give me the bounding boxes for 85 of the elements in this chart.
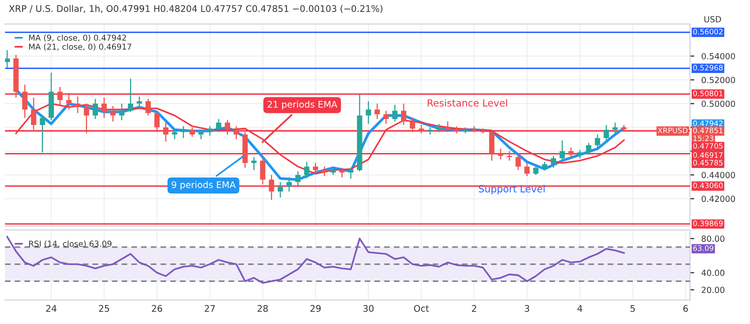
x-tick-label: 2: [472, 305, 476, 312]
candlestick: [207, 126, 212, 136]
candlestick: [586, 142, 592, 156]
candlestick: [533, 164, 538, 176]
candlestick: [612, 122, 618, 136]
y-tick-label: 40.00: [702, 270, 724, 276]
candlestick: [84, 103, 90, 134]
candlestick: [278, 181, 283, 198]
candlestick: [66, 92, 72, 110]
annotation: 9 periods EMA: [172, 181, 236, 190]
candlestick: [198, 129, 204, 140]
candlestick: [119, 103, 124, 121]
candlestick: [498, 148, 504, 160]
candlestick: [568, 147, 574, 159]
candlestick: [30, 97, 36, 130]
y-axis-title: USD: [704, 16, 722, 22]
candlestick: [154, 110, 160, 133]
candlestick: [234, 126, 239, 140]
legend-label: RSI (14, close) 63.09: [29, 240, 112, 248]
candlestick: [489, 129, 494, 162]
candlestick: [92, 98, 98, 120]
x-tick-label: 28: [258, 305, 268, 312]
x-tick-label: 24: [46, 305, 56, 312]
candlestick: [75, 96, 80, 114]
candlestick: [524, 162, 530, 177]
y-tick-label: 0.42000: [702, 196, 736, 202]
candlestick: [40, 114, 46, 153]
x-tick-label: 30: [363, 305, 374, 312]
annotation: Support Level: [478, 184, 545, 194]
y-tick-label: 0.50000: [702, 100, 736, 107]
x-tick-label: 6: [683, 305, 688, 312]
candlestick: [594, 134, 600, 148]
candlestick: [101, 97, 107, 118]
candlestick: [410, 117, 416, 133]
legend-label: MA (9, close, 0) 0.47942: [29, 34, 126, 42]
x-tick-label: 4: [577, 305, 582, 312]
candlestick: [445, 120, 450, 133]
x-tick-label: 26: [152, 305, 162, 312]
candlestick: [136, 96, 142, 110]
x-tick-label: Oct: [414, 305, 429, 312]
candlestick: [312, 162, 318, 174]
candlestick: [392, 104, 398, 122]
candlestick: [286, 176, 292, 192]
candlestick: [604, 124, 609, 141]
candlestick: [401, 103, 406, 126]
y-tick-label: 80.00: [702, 236, 724, 242]
y-tick-label: 0.52000: [702, 76, 736, 84]
y-tick-label: 0.54000: [702, 53, 736, 60]
annotation: Resistance Level: [428, 99, 508, 107]
candlestick: [560, 140, 565, 162]
candlestick: [163, 122, 168, 142]
candlestick: [5, 50, 10, 69]
candlestick: [216, 118, 222, 133]
candlestick: [366, 100, 372, 124]
candlestick: [190, 126, 195, 138]
candlestick: [128, 78, 134, 112]
x-tick-label: 25: [99, 305, 110, 312]
annotation: 21 periods EMA: [268, 100, 338, 110]
y-tick-label: 20.00: [702, 286, 724, 294]
candlestick: [516, 154, 521, 171]
candlestick: [57, 86, 63, 107]
candlestick: [110, 105, 116, 122]
x-tick-label: 3: [524, 305, 530, 312]
candlestick: [260, 158, 266, 185]
candlestick: [418, 124, 424, 134]
candlestick: [348, 167, 354, 180]
candlestick: [22, 84, 28, 118]
candlestick: [146, 98, 151, 116]
candlestick: [304, 161, 310, 180]
candlestick: [268, 174, 274, 200]
y-tick-label: 0.44000: [702, 172, 736, 178]
candlestick: [383, 110, 389, 124]
candlestick: [339, 167, 345, 178]
x-tick-label: 27: [204, 305, 215, 312]
line-series: [6, 236, 625, 284]
chart-title: XRP / U.S. Dollar, 1h, O0.47991 H0.48204 L0.47757 C0.47851 −0.00103 (−0.21%): [9, 5, 382, 14]
candlestick: [295, 170, 301, 186]
candlestick: [374, 103, 380, 120]
x-tick-label: 5: [630, 305, 635, 312]
candlestick: [172, 128, 178, 140]
legend-label: MA (21, close, 0) 0.46917: [29, 43, 132, 51]
candlestick: [251, 156, 257, 171]
x-tick-label: 29: [310, 305, 321, 312]
candlestick: [322, 166, 328, 177]
candlestick: [224, 120, 230, 136]
